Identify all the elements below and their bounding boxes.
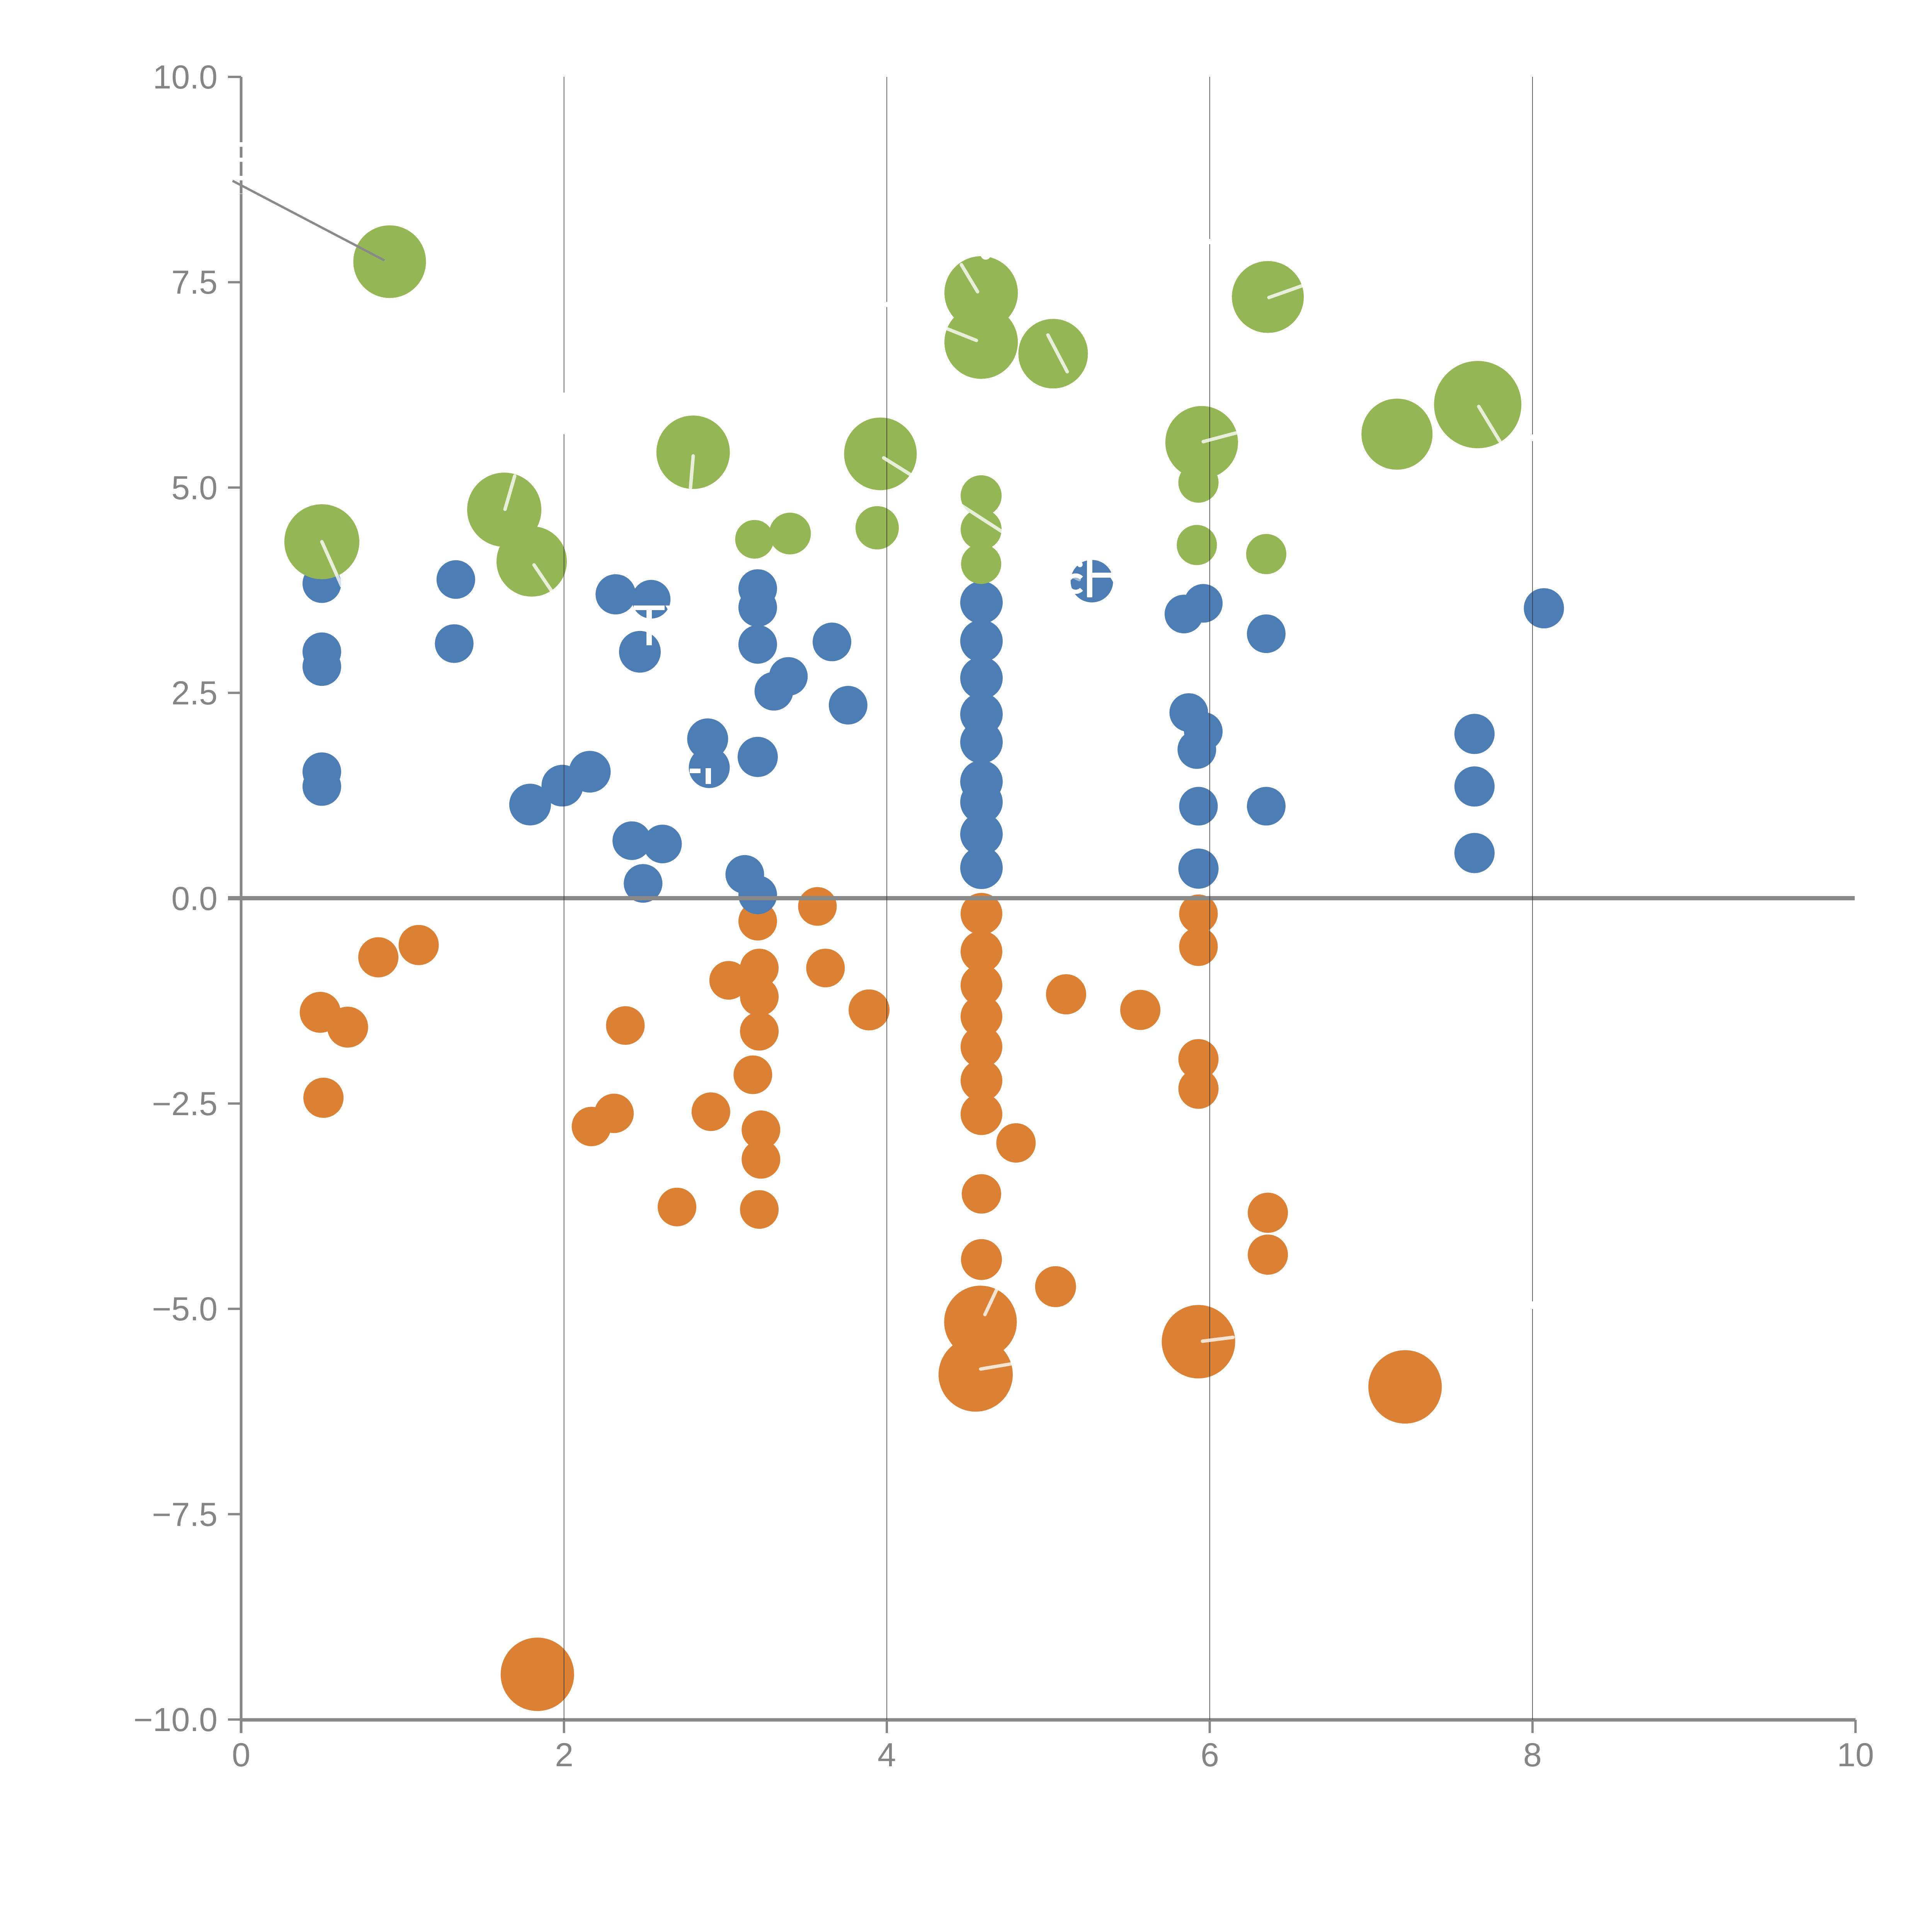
svg-text:2.5: 2.5 bbox=[171, 675, 218, 712]
svg-text:7.5: 7.5 bbox=[171, 264, 218, 301]
svg-text:0: 0 bbox=[232, 1736, 250, 1774]
svg-text:−5.0: −5.0 bbox=[152, 1291, 218, 1328]
svg-text:4: 4 bbox=[878, 1736, 896, 1774]
svg-text:−7.5: −7.5 bbox=[152, 1496, 218, 1533]
svg-text:8: 8 bbox=[1523, 1736, 1542, 1774]
svg-text:10.0: 10.0 bbox=[153, 59, 218, 96]
svg-text:5.0: 5.0 bbox=[171, 469, 218, 507]
svg-text:−2.5: −2.5 bbox=[152, 1085, 218, 1122]
svg-text:−10.0: −10.0 bbox=[133, 1701, 218, 1738]
svg-text:6: 6 bbox=[1201, 1736, 1219, 1774]
svg-text:0.0: 0.0 bbox=[171, 880, 218, 917]
svg-text:10: 10 bbox=[1837, 1736, 1874, 1774]
svg-text:2: 2 bbox=[555, 1736, 573, 1774]
